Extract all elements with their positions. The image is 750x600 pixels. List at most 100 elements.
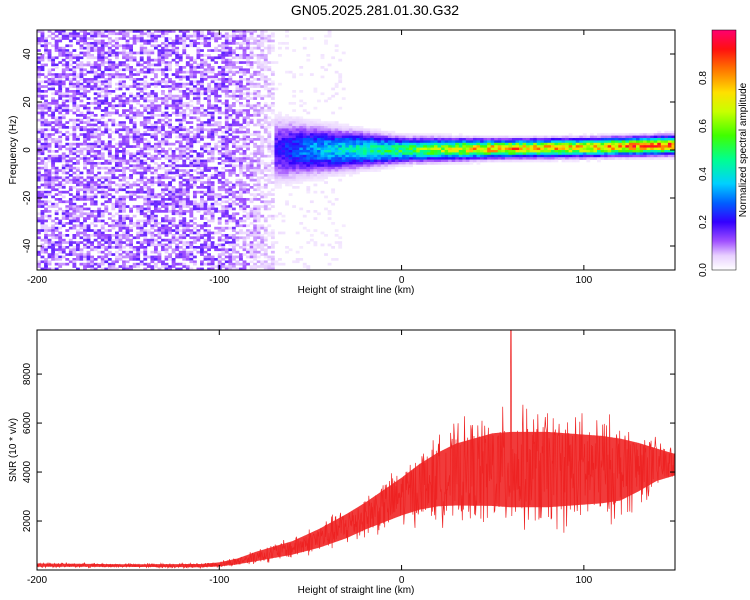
heatmap-cell (157, 226, 162, 230)
heatmap-cell (68, 222, 73, 225)
heatmap-cell (309, 121, 314, 124)
heatmap-cell (253, 207, 258, 211)
heatmap-cell (228, 63, 233, 67)
heatmap-cell (93, 135, 98, 139)
heatmap-cell (104, 94, 109, 98)
heatmap-cell (118, 104, 123, 108)
heatmap-cell (228, 260, 233, 264)
heatmap-cell (47, 80, 52, 84)
heatmap-cell (37, 145, 41, 148)
heatmap-cell (153, 106, 158, 110)
heatmap-cell (217, 123, 222, 127)
heatmap-cell (93, 157, 98, 160)
heatmap-cell (210, 87, 215, 91)
heatmap-cell (75, 114, 80, 117)
heatmap-cell (157, 250, 162, 254)
heatmap-cell (161, 128, 165, 132)
heatmap-cell (86, 258, 91, 261)
heatmap-cell (334, 241, 339, 244)
heatmap-cell (125, 97, 130, 100)
heatmap-cell (221, 56, 226, 60)
heatmap-cell (224, 205, 229, 208)
heatmap-cell (214, 92, 219, 96)
heatmap-cell (327, 262, 332, 266)
heatmap-cell (246, 99, 250, 103)
heatmap-cell (317, 150, 321, 153)
heatmap-cell (37, 128, 41, 132)
heatmap-cell (327, 217, 332, 220)
heatmap-cell (107, 37, 112, 40)
heatmap-cell (54, 176, 59, 180)
heatmap-cell (100, 70, 105, 74)
heatmap-cell (97, 162, 102, 165)
heatmap-cell (37, 195, 41, 199)
heatmap-cell (68, 238, 73, 242)
heatmap-cell (132, 157, 137, 160)
heatmap-cell (313, 142, 318, 146)
heatmap-cell (37, 80, 41, 84)
heatmap-cell (285, 159, 289, 163)
heatmap-cell (285, 181, 289, 184)
heatmap-cell (40, 94, 45, 98)
heatmap-cell (192, 66, 197, 69)
heatmap-cell (146, 243, 151, 247)
heatmap-cell (214, 106, 219, 110)
heatmap-cell (182, 212, 187, 216)
heatmap-cell (200, 85, 204, 88)
heatmap-cell (129, 85, 133, 88)
heatmap-cell (100, 58, 105, 62)
heatmap-cell (267, 169, 272, 172)
heatmap-cell (338, 150, 343, 153)
heatmap-cell (288, 138, 293, 141)
heatmap-cell (107, 193, 112, 196)
heatmap-cell (246, 130, 250, 134)
heatmap-cell (327, 169, 332, 172)
heatmap-cell (228, 219, 233, 223)
heatmap-cell (288, 126, 293, 129)
heatmap-cell (65, 130, 70, 134)
heatmap-cell (217, 210, 222, 213)
heatmap-cell (338, 174, 343, 177)
heatmap-cell (79, 207, 84, 211)
heatmap-cell (292, 152, 297, 156)
heatmap-cell (260, 138, 265, 141)
heatmap-cell (345, 169, 350, 172)
heatmap-cell (125, 34, 130, 38)
heatmap-cell (175, 193, 180, 196)
heatmap-cell (132, 164, 137, 168)
heatmap-cell (79, 152, 84, 156)
heatmap-cell (161, 150, 165, 153)
heatmap-cell (178, 150, 183, 153)
heatmap-cell (260, 265, 265, 268)
heatmap-cell (146, 193, 151, 196)
heatmap-cell (242, 267, 247, 271)
heatmap-cell (58, 255, 63, 259)
heatmap-cell (200, 248, 204, 252)
heatmap-cell (196, 231, 201, 235)
heatmap-cell (224, 54, 229, 57)
heatmap-cell (51, 219, 56, 223)
heatmap-cell (153, 94, 158, 98)
heatmap-cell (207, 133, 211, 136)
heatmap-cell (285, 114, 289, 117)
heatmap-cell (192, 42, 197, 45)
heatmap-cell (192, 138, 197, 141)
heatmap-cell (168, 238, 172, 242)
heatmap-cell (44, 181, 48, 184)
heatmap-cell (324, 99, 328, 103)
heatmap-cell (334, 123, 339, 127)
heatmap-cell (86, 186, 91, 189)
heatmap-cell (288, 193, 293, 196)
heatmap-cell (161, 49, 165, 52)
heatmap-cell (224, 183, 229, 187)
heatmap-cell (214, 109, 219, 112)
heatmap-cell (79, 63, 84, 67)
heatmap-cell (295, 121, 300, 124)
heatmap-cell (75, 193, 80, 196)
heatmap-cell (114, 128, 119, 132)
heatmap-cell (65, 258, 70, 261)
heatmap-cell (171, 130, 176, 134)
heatmap-cell (58, 80, 63, 84)
heatmap-cell (274, 150, 279, 153)
heatmap-cell (161, 85, 165, 88)
